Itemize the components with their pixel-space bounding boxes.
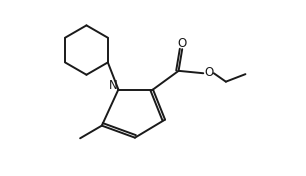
Text: O: O [177, 37, 187, 50]
Text: O: O [204, 66, 213, 79]
Text: N: N [109, 79, 117, 92]
